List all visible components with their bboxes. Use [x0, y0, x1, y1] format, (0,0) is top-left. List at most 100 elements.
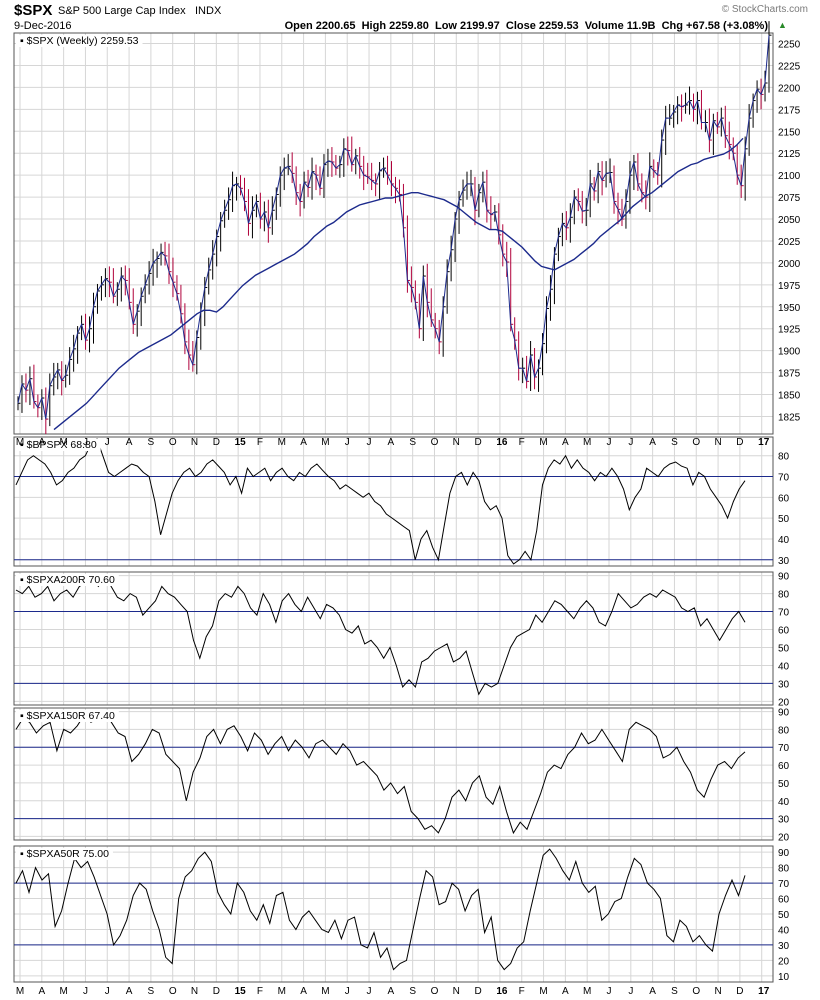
x-tick-label: J — [83, 437, 88, 448]
panel-frame — [13, 32, 774, 435]
y-tick-label: 40 — [778, 535, 790, 546]
x-tick-label: A — [649, 437, 656, 448]
x-tick-label: J — [367, 437, 372, 448]
x-tick-label: D — [213, 986, 220, 997]
panel-label-background — [16, 848, 113, 860]
up-arrow-icon: ▲ — [778, 20, 787, 30]
panel-price: 1825 1850 1875 1900 1925 1950 1975 2000 2025 2050… — [13, 21, 801, 435]
x-tick-label: O — [431, 437, 439, 448]
indicator-line — [15, 574, 746, 696]
indicator-line — [15, 438, 746, 565]
y-tick-label: 2100 — [778, 171, 801, 182]
x-tick-label: A — [300, 986, 307, 997]
y-tick-label: 80 — [778, 864, 790, 875]
panel-label-background — [16, 710, 119, 722]
y-tick-label: 2025 — [778, 237, 801, 248]
x-tick-label: 15 — [235, 437, 247, 448]
x-tick-label: S — [671, 437, 678, 448]
y-tick-label: 10 — [778, 972, 790, 983]
y-tick-label: 20 — [778, 832, 790, 843]
y-tick-label: 70 — [778, 608, 790, 619]
x-tick-label: J — [607, 437, 612, 448]
x-tick-label: M — [59, 437, 67, 448]
x-tick-label: 16 — [496, 986, 508, 997]
x-tick-label: A — [388, 986, 395, 997]
x-tick-label: N — [191, 986, 198, 997]
chart-exchange: INDX — [195, 5, 222, 17]
x-tick-label: J — [367, 986, 372, 997]
y-tick-label: 30 — [778, 679, 790, 690]
y-tick-label: 2000 — [778, 259, 801, 270]
y-tick-label: 1850 — [778, 391, 801, 402]
x-tick-label: J — [628, 437, 633, 448]
y-tick-label: 2050 — [778, 215, 801, 226]
x-tick-label: M — [539, 986, 547, 997]
y-tick-label: 40 — [778, 797, 790, 808]
y-tick-label: 60 — [778, 895, 790, 906]
y-tick-label: 90 — [778, 708, 790, 719]
x-tick-label: N — [191, 437, 198, 448]
chart-symbol: $SPX — [14, 2, 52, 19]
x-tick-label: J — [105, 986, 110, 997]
x-tick-label: O — [431, 986, 439, 997]
x-tick-label: A — [649, 986, 656, 997]
panel-spxa150r: 20 30 40 50 60 70 80 90 ▪ $SPXA150R 67.40 — [13, 707, 790, 843]
panel-bpspx: 30 40 50 60 70 80 ▪ $BPSPX 68.80 — [13, 436, 790, 567]
y-tick-label: 50 — [778, 643, 790, 654]
x-tick-label: 15 — [235, 986, 247, 997]
y-tick-label: 50 — [778, 779, 790, 790]
x-tick-label: A — [300, 437, 307, 448]
x-tick-label: A — [38, 437, 45, 448]
panel-spxa200r: 20 30 40 50 60 70 80 90 ▪ $SPXA200R 70.60 — [13, 571, 790, 708]
y-tick-label: 80 — [778, 725, 790, 736]
panel-label-background — [16, 35, 143, 47]
chart-company-name: S&P 500 Large Cap Index — [58, 5, 186, 17]
x-tick-label: J — [345, 986, 350, 997]
x-tick-label: M — [583, 437, 591, 448]
indicator-line — [15, 710, 746, 835]
panel-frame — [13, 845, 774, 983]
y-tick-label: 1950 — [778, 303, 801, 314]
y-tick-label: 2250 — [778, 40, 801, 51]
x-tick-label: A — [562, 986, 569, 997]
x-tick-label: A — [38, 986, 45, 997]
y-tick-label: 60 — [778, 761, 790, 772]
x-tick-label: J — [628, 986, 633, 997]
x-tick-label: O — [169, 986, 177, 997]
moving-average-line — [53, 137, 744, 431]
x-tick-label: S — [409, 437, 416, 448]
x-tick-label: S — [409, 986, 416, 997]
x-tick-label: 17 — [758, 437, 770, 448]
x-tick-label: F — [257, 986, 263, 997]
x-tick-label: A — [126, 986, 133, 997]
y-tick-label: 90 — [778, 848, 790, 859]
y-tick-label: 90 — [778, 572, 790, 583]
x-tick-label: S — [148, 986, 155, 997]
x-tick-label: M — [16, 437, 24, 448]
x-tick-label: F — [519, 986, 525, 997]
x-tick-label: D — [474, 986, 481, 997]
x-tick-label: D — [736, 437, 743, 448]
x-tick-label: S — [671, 986, 678, 997]
x-tick-label: M — [321, 437, 329, 448]
chart-panels: 1825185018751900192519501975200020252050… — [13, 21, 801, 983]
y-tick-label: 40 — [778, 925, 790, 936]
y-tick-label: 30 — [778, 556, 790, 567]
y-tick-label: 2225 — [778, 61, 801, 72]
x-tick-label: D — [736, 986, 743, 997]
y-tick-label: 80 — [778, 452, 790, 463]
x-tick-label: N — [453, 437, 460, 448]
x-tick-label: F — [257, 437, 263, 448]
panel-label: ▪ $BPSPX 68.80 — [20, 439, 97, 451]
x-tick-label: D — [213, 437, 220, 448]
panel-label: ▪ $SPX (Weekly) 2259.53 — [20, 35, 139, 47]
x-tick-label: J — [607, 986, 612, 997]
y-tick-label: 60 — [778, 493, 790, 504]
x-tick-label: J — [345, 437, 350, 448]
x-tick-label: N — [714, 437, 721, 448]
y-tick-label: 30 — [778, 815, 790, 826]
x-tick-label: F — [519, 437, 525, 448]
chart-date: 9-Dec-2016 — [14, 20, 71, 32]
y-tick-label: 50 — [778, 910, 790, 921]
